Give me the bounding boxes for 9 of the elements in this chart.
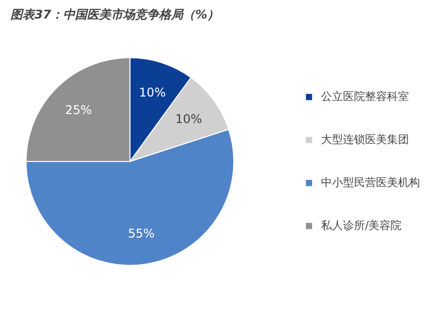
data-label: 10% [175,112,202,126]
data-label: 10% [139,85,166,100]
data-label: 55% [128,226,155,240]
legend-label: 私人诊所/美容院 [321,218,402,233]
legend-label: 中小型民营医美机构 [321,175,420,190]
chart-title: 图表37：中国医美市场竞争格局（%） [10,8,220,22]
data-label: 25% [65,103,92,118]
legend-label: 大型连锁医美集团 [321,132,409,147]
legend-label: 公立医院整容科室 [321,89,409,104]
